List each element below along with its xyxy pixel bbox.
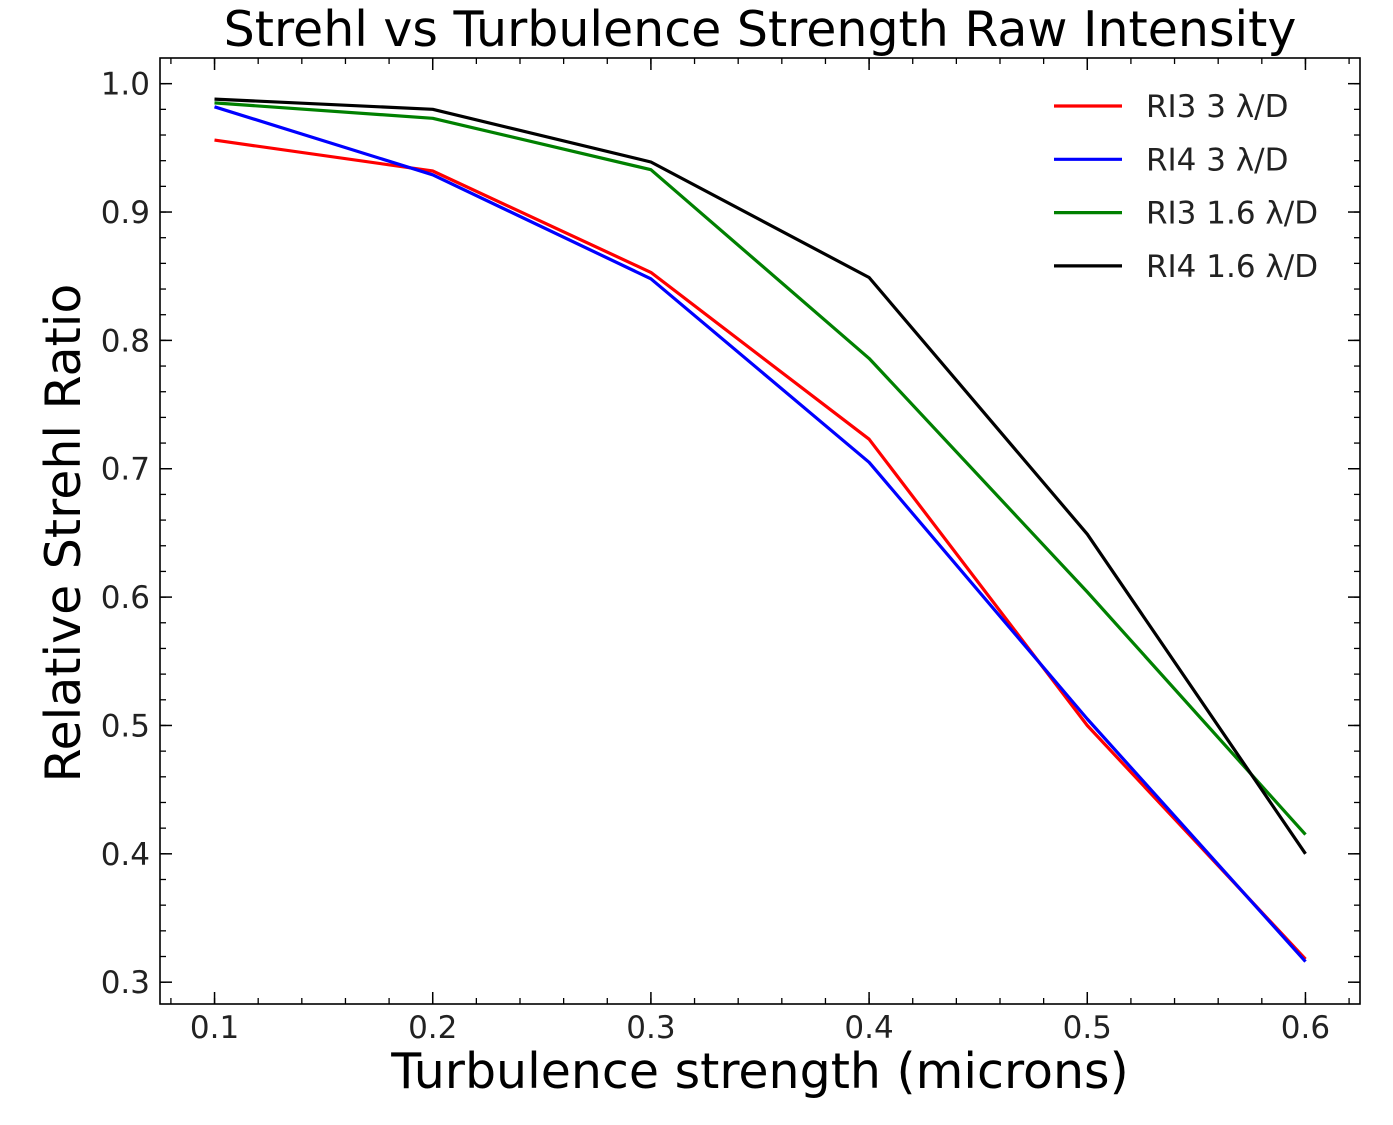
legend-label-3: RI3 1.6 λ/D <box>1146 196 1318 232</box>
x-tick-label: 0.4 <box>844 1010 893 1046</box>
y-tick-label: 0.5 <box>101 708 150 744</box>
plot-frame <box>159 57 1361 1005</box>
series-line-4 <box>214 97 1307 855</box>
x-axis-title: Turbulence strength (microns) <box>390 1043 1128 1100</box>
y-tick-label: 0.6 <box>101 580 150 616</box>
x-tick-label: 0.1 <box>190 1010 239 1046</box>
y-axis-title: Relative Strehl Ratio <box>35 284 92 783</box>
legend-label-1: RI3 3 λ/D <box>1146 89 1289 125</box>
y-tick-label: 0.9 <box>101 195 150 231</box>
x-tick-label: 0.5 <box>1063 1010 1112 1046</box>
y-tick-label: 1.0 <box>101 67 150 103</box>
y-tick-label: 0.7 <box>101 452 150 488</box>
series-line-1 <box>214 138 1307 961</box>
y-tick-label: 0.8 <box>101 323 150 359</box>
y-tick-label: 0.3 <box>101 965 150 1001</box>
legend-label-2: RI4 3 λ/D <box>1146 142 1289 178</box>
x-tick-label: 0.2 <box>408 1010 457 1046</box>
x-tick-label: 0.6 <box>1281 1010 1330 1046</box>
series-line-3 <box>214 101 1307 836</box>
plot-area: 0.1 0.2 0.3 0.4 0.5 0.6 0.3 0.4 0.5 0.6 0.7 0.8 0.9 1… <box>101 57 1361 1046</box>
series-line-2 <box>214 105 1307 963</box>
chart-title: Strehl vs Turbulence Strength Raw Intens… <box>224 1 1297 58</box>
x-tick-label: 0.3 <box>626 1010 675 1046</box>
legend-label-4: RI4 1.6 λ/D <box>1146 249 1318 285</box>
y-tick-label: 0.4 <box>101 837 150 873</box>
legend: RI3 3 λ/D RI4 3 λ/D RI3 1.6 λ/D RI4 1.6 λ/D <box>1054 89 1318 285</box>
